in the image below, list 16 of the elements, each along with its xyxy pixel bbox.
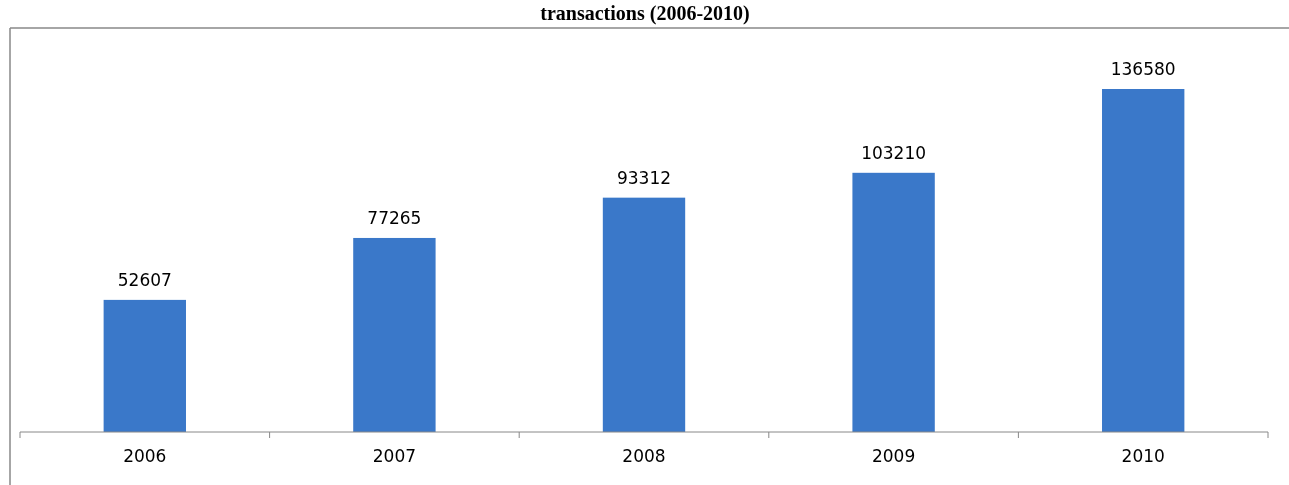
x-tick-label: 2007 <box>372 446 417 466</box>
x-tick-label: 2008 <box>622 446 666 466</box>
x-tick-label: 2010 <box>1121 446 1165 466</box>
x-tick-label: 2009 <box>871 446 916 466</box>
bar <box>602 197 686 432</box>
x-tick-label: 2006 <box>123 446 167 466</box>
bar <box>353 237 436 432</box>
chart-title: transactions (2006-2010) <box>540 2 750 25</box>
data-label: 103210 <box>861 142 927 163</box>
data-label: 136580 <box>1110 59 1176 79</box>
bar <box>103 299 186 432</box>
data-label: 52607 <box>117 269 172 290</box>
data-label: 93312 <box>616 167 672 188</box>
bar <box>1102 89 1185 432</box>
bar <box>852 172 935 432</box>
data-label: 77265 <box>367 207 422 228</box>
